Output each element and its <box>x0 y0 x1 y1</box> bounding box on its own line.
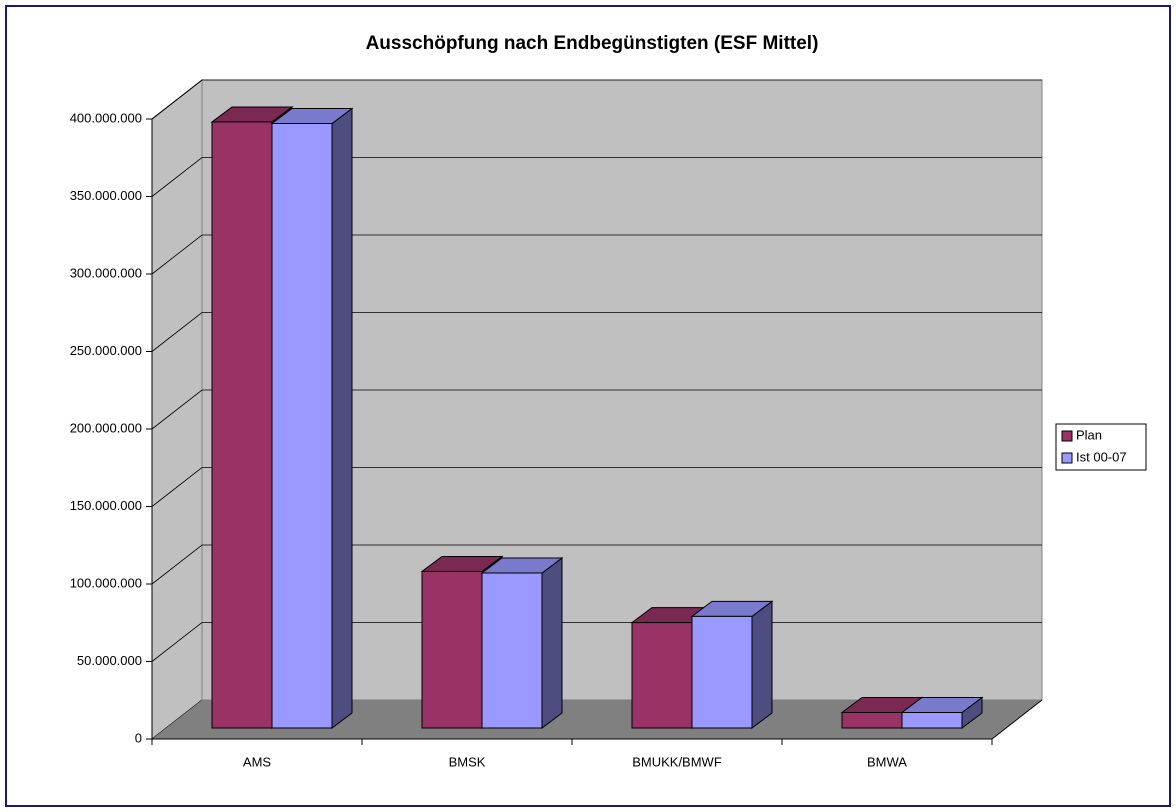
y-tick-label: 250.000.000 <box>70 343 142 358</box>
y-tick-label: 300.000.000 <box>70 265 142 280</box>
legend-swatch <box>1061 430 1073 442</box>
bar <box>690 600 774 729</box>
bar-side <box>331 107 353 729</box>
grid-line <box>151 312 1042 352</box>
grid-line <box>151 389 1042 430</box>
floor <box>152 700 1042 739</box>
bar-front <box>421 570 483 729</box>
floor-edge <box>991 699 1043 740</box>
grid-line <box>151 234 1042 275</box>
bar-front <box>841 712 903 729</box>
legend: Plan Ist 00-07 <box>1055 423 1147 471</box>
y-tick-label: 200.000.000 <box>70 420 142 435</box>
y-tick-label: 350.000.000 <box>70 188 142 203</box>
bar-side <box>751 600 773 729</box>
bar-front <box>271 123 333 729</box>
y-tick-label: 400.000.000 <box>70 110 142 125</box>
x-tick-label: AMS <box>243 754 272 769</box>
bar-front <box>481 572 543 729</box>
y-tick-label: 100.000.000 <box>70 575 142 590</box>
chart-title: Ausschöpfung nach Endbegünstigten (ESF M… <box>366 33 819 54</box>
x-tick-label: BMUKK/BMWF <box>632 754 722 769</box>
legend-label: Ist 00-07 <box>1076 449 1127 464</box>
bar-front <box>631 622 693 729</box>
y-tick-label: 0 <box>135 730 142 745</box>
bar-front <box>691 615 753 729</box>
x-tick-label: BMSK <box>449 754 486 769</box>
y-tick-label: 50.000.000 <box>77 653 142 668</box>
x-tick-label: BMWA <box>867 754 907 769</box>
grid-line <box>151 157 1042 197</box>
bar-front <box>901 712 963 729</box>
bar-side <box>541 557 563 729</box>
grid-line <box>151 467 1042 507</box>
bar <box>900 696 984 729</box>
bar-front <box>211 121 273 729</box>
grid-line <box>151 79 1042 120</box>
legend-label: Plan <box>1076 427 1102 442</box>
y-tick-label: 150.000.000 <box>70 498 142 513</box>
legend-swatch <box>1061 452 1073 464</box>
grid-line <box>151 544 1042 585</box>
bar <box>480 557 564 729</box>
bar <box>270 107 354 729</box>
